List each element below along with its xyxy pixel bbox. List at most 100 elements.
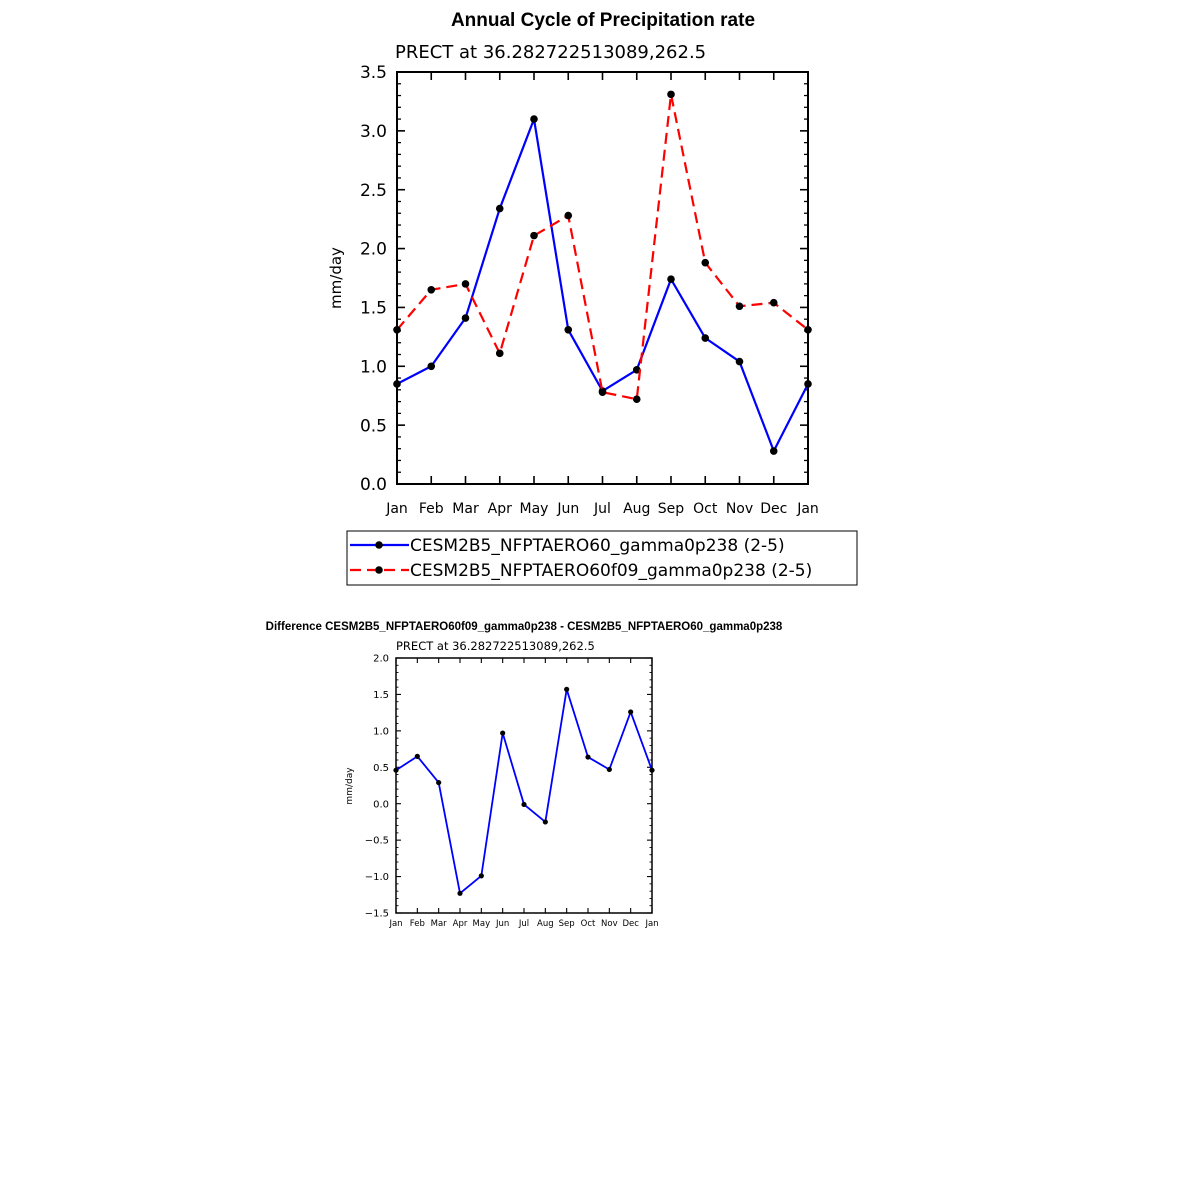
series-1-point [521,801,527,808]
series-2-point [461,280,470,288]
x-tick-label: May [473,919,491,929]
x-tick-label: Jul [593,501,611,517]
y-tick-label: −1.0 [365,872,389,883]
x-tick-label: Jun [556,501,579,517]
chart1-subtitle: PRECT at 36.282722513089,262.5 [395,42,706,63]
x-tick-label: Sep [559,919,575,929]
y-tick-label: 0.0 [360,475,387,495]
series-2-point [598,388,607,396]
chart1-title: Annual Cycle of Precipitation rate [451,10,755,31]
y-tick-label: 2.0 [360,240,387,260]
y-tick-label: 0.5 [373,763,389,774]
series-1-point [701,334,710,342]
series-1-point [427,362,436,371]
y-tick-label: 0.0 [373,799,389,810]
x-tick-label: Oct [693,501,718,517]
y-tick-label: 3.0 [360,122,387,142]
series-line-1 [396,117,809,453]
series-1-point [457,890,463,896]
x-tick-label: Nov [601,919,618,929]
chart2-subtitle: PRECT at 36.282722513089,262.5 [396,639,595,653]
legend-marker-series-2 [375,566,383,574]
series-1-point [632,366,641,374]
y-tick-label: 1.0 [360,357,387,377]
series-1-point [500,730,506,736]
x-tick-label: Jan [388,919,402,929]
series-1-point [564,686,570,692]
y-tick-label: 1.0 [373,726,389,737]
legend-label-series-1: CESM2B5_NFPTAERO60_gamma0p238 (2-5) [410,536,785,556]
series-1-point [769,447,778,455]
series-2-point [769,298,778,307]
x-tick-label: Jan [644,919,658,929]
y-tick-label: 0.5 [360,416,387,436]
x-tick-label: Dec [622,919,639,929]
y-tick-label: −1.5 [365,909,389,920]
series-2-point [427,285,436,294]
chart2-series [393,686,655,896]
series-2-point [667,90,675,99]
x-tick-label: Jan [796,501,819,517]
chart1-series [393,90,812,455]
chart2-x-tick-labels: Jan Feb Mar Apr May Jun Jul Aug Sep Oct Nov Dec Jan [388,919,658,929]
chart1-plot-frame [396,71,809,485]
series-1-point [667,275,675,283]
y-tick-label: −0.5 [365,836,389,847]
series-1-point [542,819,548,825]
y-tick-label: 2.0 [373,654,389,665]
series-1-point [530,115,538,123]
series-1-point [564,325,573,334]
x-tick-label: Apr [488,501,512,517]
chart1-axes [396,71,809,485]
y-tick-label: 3.5 [360,63,387,83]
series-1-point [495,204,504,213]
chart2-axes [395,657,653,914]
legend-marker-series-1 [375,541,383,549]
x-tick-label: Apr [453,919,468,929]
y-tick-label: 2.5 [360,181,387,201]
series-1-point [735,357,744,366]
x-tick-label: Feb [410,919,425,929]
legend-label-series-2: CESM2B5_NFPTAERO60f09_gamma0p238 (2-5) [410,561,812,581]
chart2-title: Difference CESM2B5_NFPTAERO60f09_gamma0p… [266,621,783,633]
x-tick-label: Jul [518,919,529,929]
series-1-point [606,766,612,773]
legend-box [346,530,858,586]
y-tick-label: 1.5 [373,690,389,701]
x-tick-label: Sep [658,501,685,517]
x-tick-label: Mar [431,919,448,929]
chart2-plot-frame [395,657,653,914]
series-2-point [632,395,641,404]
x-tick-label: Feb [419,501,444,517]
series-2-point [495,349,504,358]
series-1-point [478,873,484,879]
x-tick-label: Aug [537,919,554,929]
series-line-1 [395,688,653,895]
x-tick-label: Jan [385,501,408,517]
chart2-y-tick-labels: −1.5 −1.0 −0.5 0.0 0.5 1.0 1.5 2.0 [365,654,389,920]
series-1-point [436,779,442,786]
series-1-point [414,753,420,759]
chart2-ylabel: mm/day [345,767,355,805]
x-tick-label: Aug [623,501,650,517]
chart1-x-tick-labels: Jan Feb Mar Apr May Jun Jul Aug Sep Oct Nov Dec Jan [385,501,819,517]
series-1-point [461,314,470,322]
x-tick-label: Mar [452,501,479,517]
series-1-point [628,709,634,715]
series-2-point [701,258,710,267]
series-2-point [564,211,573,220]
series-1-point [585,754,591,760]
x-tick-label: Jun [495,919,509,929]
series-line-2 [396,93,809,401]
x-tick-label: Dec [760,501,787,517]
series-2-point [530,231,538,240]
chart1-y-tick-labels: 0.0 0.5 1.0 1.5 2.0 2.5 3.0 3.5 [360,63,387,495]
x-tick-label: Nov [726,501,753,517]
series-2-point [735,302,744,311]
chart1-legend: CESM2B5_NFPTAERO60_gamma0p238 (2-5) CESM… [346,530,858,586]
chart1-ylabel: mm/day [327,247,345,309]
y-tick-label: 1.5 [360,299,387,319]
x-tick-label: May [520,501,549,517]
x-tick-label: Oct [581,919,596,929]
